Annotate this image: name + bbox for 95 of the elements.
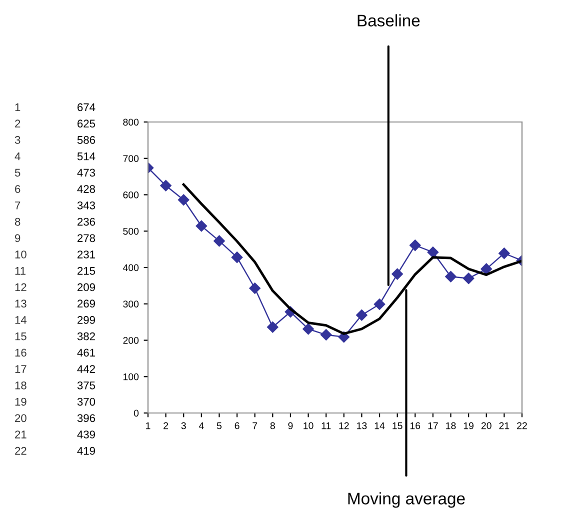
text: Baseline: [358, 14, 420, 26]
text: 14: [15, 316, 27, 324]
text: 269: [78, 300, 95, 308]
text: 9: [15, 234, 20, 242]
text: 2: [15, 120, 20, 128]
text: 5: [14, 168, 20, 177]
x-tick-label: 15: [392, 422, 402, 430]
text: 370: [77, 398, 96, 406]
text: 514: [77, 152, 96, 160]
x-tick-label: 5: [216, 422, 222, 430]
x-tick-label: 3: [181, 422, 186, 430]
text: 674: [78, 103, 96, 112]
text: 16: [15, 348, 26, 357]
y-tick-label: 300: [123, 300, 139, 308]
text: 15: [15, 332, 26, 340]
text: 586: [77, 136, 96, 144]
x-tick-label: 10: [304, 422, 314, 430]
text: 6: [15, 185, 20, 193]
y-tick-label: 200: [123, 336, 139, 344]
x-tick-label: 17: [428, 422, 438, 430]
text: 18: [15, 381, 26, 390]
y-tick-label: 700: [123, 155, 139, 162]
text: 343: [77, 201, 96, 210]
text: 21: [15, 430, 26, 438]
x-tick-label: 1: [146, 422, 150, 430]
text: 439: [77, 430, 95, 438]
text: 13: [15, 300, 26, 308]
point: [160, 180, 172, 192]
x-tick-label: 19: [464, 422, 474, 430]
text: 231: [78, 250, 95, 258]
text: 12: [15, 283, 26, 292]
point: [302, 323, 314, 335]
x-tick-label: 18: [446, 422, 456, 430]
text: 299: [78, 316, 95, 324]
y-tick-label: 800: [123, 118, 139, 126]
text: 3: [14, 136, 20, 144]
text: 215: [78, 266, 96, 275]
x-tick-label: 22: [517, 422, 527, 430]
point: [320, 329, 332, 340]
x-tick-label: 21: [499, 422, 510, 430]
text: 625: [78, 120, 96, 128]
x-tick-label: 13: [357, 422, 367, 430]
text: 19: [15, 398, 26, 406]
x-tick-label: 8: [270, 422, 275, 430]
text: 278: [78, 234, 96, 242]
point: [427, 246, 439, 258]
x-tick-label: 9: [288, 422, 293, 430]
text: 419: [77, 446, 95, 455]
text: 4: [14, 152, 20, 160]
point: [214, 235, 225, 247]
x-tick-label: 4: [198, 422, 204, 430]
text: 209: [78, 283, 95, 292]
point: [249, 282, 260, 294]
point: [196, 220, 208, 232]
text: Moving average: [348, 492, 465, 508]
point: [498, 248, 510, 259]
y-tick-label: 500: [123, 228, 139, 235]
y-tick-label: 600: [123, 191, 139, 198]
point: [356, 310, 368, 321]
x-tick-label: 16: [410, 422, 420, 430]
text: 442: [77, 365, 95, 373]
point: [374, 298, 386, 310]
x-tick-label: 20: [481, 422, 492, 430]
x-tick-label: 2: [164, 422, 168, 430]
text: 473: [77, 168, 96, 177]
text: 461: [77, 348, 95, 357]
point: [178, 194, 190, 206]
text: 396: [77, 414, 96, 422]
text: 8: [14, 218, 20, 226]
text: 382: [77, 332, 95, 340]
point: [445, 270, 456, 282]
text: 375: [77, 381, 96, 390]
point: [267, 322, 278, 333]
point: [231, 252, 243, 263]
text: 22: [15, 446, 26, 455]
text: 236: [78, 218, 96, 226]
point: [392, 268, 403, 280]
y-tick-label: 400: [122, 264, 139, 272]
point: [462, 272, 474, 284]
text: 7: [15, 202, 20, 210]
text: 10: [15, 250, 26, 258]
text: 1: [15, 103, 20, 112]
x-tick-label: 6: [234, 422, 240, 430]
point: [410, 240, 421, 251]
text: 20: [15, 414, 26, 422]
text: 428: [77, 185, 96, 193]
x-tick-label: 14: [374, 422, 385, 430]
x-tick-label: 11: [322, 422, 331, 430]
point: [480, 263, 492, 275]
y-tick-label: 0: [134, 410, 139, 417]
text: 11: [15, 267, 26, 275]
x-tick-label: 12: [339, 422, 349, 430]
text: 17: [15, 365, 26, 373]
x-tick-label: 7: [252, 422, 258, 430]
y-tick-label: 100: [123, 373, 139, 380]
